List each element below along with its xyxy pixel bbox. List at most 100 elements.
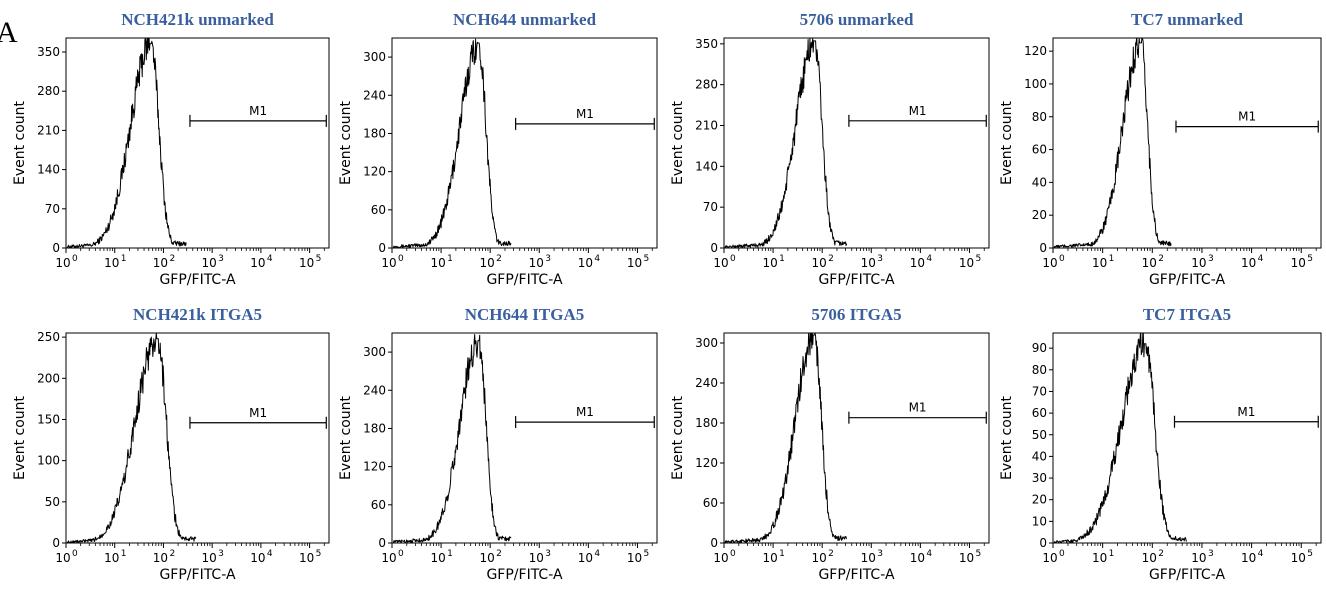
x-tick-exponent: 0 — [72, 549, 78, 559]
x-tick-label: 10 — [55, 256, 70, 270]
y-tick-label: 210 — [695, 119, 718, 133]
y-tick-label: 280 — [695, 78, 718, 92]
y-tick-label: 180 — [363, 421, 386, 435]
x-tick-label: 10 — [1241, 551, 1256, 565]
x-tick-exponent: 5 — [643, 254, 649, 264]
x-tick-label: 10 — [1092, 551, 1107, 565]
y-tick-label: 120 — [1024, 44, 1047, 58]
x-tick-exponent: 3 — [218, 549, 224, 559]
y-tick-label: 60 — [703, 496, 718, 510]
x-tick-label: 10 — [861, 256, 876, 270]
x-tick-label: 10 — [1291, 551, 1306, 565]
x-tick-exponent: 2 — [828, 549, 834, 559]
chart-title: 5706 unmarked — [800, 10, 914, 29]
x-tick-exponent: 4 — [1258, 549, 1264, 559]
y-tick-label: 300 — [363, 50, 386, 64]
x-tick-exponent: 3 — [1208, 549, 1214, 559]
gate-label: M1 — [909, 104, 927, 118]
x-tick-label: 10 — [812, 256, 827, 270]
x-tick-exponent: 5 — [1307, 549, 1313, 559]
x-tick-exponent: 0 — [1059, 254, 1065, 264]
x-tick-exponent: 3 — [545, 254, 551, 264]
y-tick-label: 240 — [363, 383, 386, 397]
y-tick-label: 0 — [52, 536, 60, 550]
x-tick-exponent: 4 — [594, 549, 600, 559]
x-tick-label: 10 — [153, 551, 168, 565]
y-tick-label: 240 — [695, 376, 718, 390]
y-tick-label: 60 — [1032, 406, 1047, 420]
y-tick-label: 80 — [1032, 110, 1047, 124]
y-tick-label: 0 — [52, 241, 60, 255]
x-axis-label: GFP/FITC-A — [1149, 272, 1225, 288]
x-tick-label: 10 — [959, 551, 974, 565]
x-tick-exponent: 1 — [121, 549, 127, 559]
x-axis-label: GFP/FITC-A — [486, 272, 562, 288]
plot-frame — [391, 332, 658, 544]
x-tick-label: 10 — [250, 551, 265, 565]
x-tick-label: 10 — [762, 256, 777, 270]
x-tick-label: 10 — [430, 551, 445, 565]
plot-frame — [723, 332, 990, 544]
x-tick-label: 10 — [1142, 256, 1157, 270]
histogram-line — [392, 38, 512, 249]
y-tick-label: 70 — [1032, 384, 1047, 398]
x-tick-label: 10 — [529, 551, 544, 565]
y-tick-label: 100 — [37, 454, 60, 468]
y-tick-label: 0 — [378, 241, 386, 255]
y-tick-label: 10 — [1032, 514, 1047, 528]
y-tick-label: 120 — [363, 165, 386, 179]
y-axis-label: Event count — [12, 395, 28, 480]
histogram-line — [66, 332, 197, 544]
x-tick-exponent: 1 — [1109, 549, 1115, 559]
x-tick-label: 10 — [250, 256, 265, 270]
x-tick-label: 10 — [430, 256, 445, 270]
gate-label: M1 — [576, 405, 594, 419]
y-axis-label: Event count — [999, 100, 1015, 185]
x-tick-exponent: 1 — [121, 254, 127, 264]
x-tick-label: 10 — [1142, 551, 1157, 565]
x-tick-exponent: 4 — [926, 549, 932, 559]
y-axis-label: Event count — [999, 395, 1015, 480]
x-tick-exponent: 2 — [1158, 254, 1164, 264]
x-tick-exponent: 2 — [169, 254, 175, 264]
y-tick-label: 70 — [703, 200, 718, 214]
x-tick-label: 10 — [1042, 551, 1057, 565]
y-axis-label: Event count — [12, 100, 28, 185]
y-tick-label: 250 — [37, 330, 60, 344]
y-axis-label: Event count — [670, 395, 686, 480]
y-tick-label: 40 — [1032, 175, 1047, 189]
y-tick-label: 90 — [1032, 341, 1047, 355]
x-tick-exponent: 2 — [1158, 549, 1164, 559]
y-tick-label: 280 — [37, 84, 60, 98]
histogram-line — [724, 332, 847, 544]
x-tick-label: 10 — [627, 256, 642, 270]
plot-frame — [1052, 37, 1322, 249]
chart-title: NCH644 unmarked — [453, 10, 597, 29]
x-tick-exponent: 0 — [398, 549, 404, 559]
y-tick-label: 210 — [37, 123, 60, 137]
y-tick-label: 240 — [363, 88, 386, 102]
x-tick-label: 10 — [1191, 551, 1206, 565]
x-tick-label: 10 — [627, 551, 642, 565]
chart-title: NCH644 ITGA5 — [465, 305, 584, 324]
y-tick-label: 50 — [1032, 428, 1047, 442]
y-tick-label: 350 — [695, 37, 718, 51]
x-tick-exponent: 0 — [1059, 549, 1065, 559]
chart-title: TC7 unmarked — [1131, 10, 1243, 29]
histogram-line — [1053, 332, 1187, 544]
y-tick-label: 30 — [1032, 471, 1047, 485]
x-tick-label: 10 — [1291, 256, 1306, 270]
histogram-line — [66, 37, 187, 249]
x-tick-exponent: 3 — [877, 254, 883, 264]
plot-frame — [723, 37, 990, 249]
x-tick-exponent: 4 — [1258, 254, 1264, 264]
y-tick-label: 300 — [695, 336, 718, 350]
y-tick-label: 0 — [710, 241, 718, 255]
